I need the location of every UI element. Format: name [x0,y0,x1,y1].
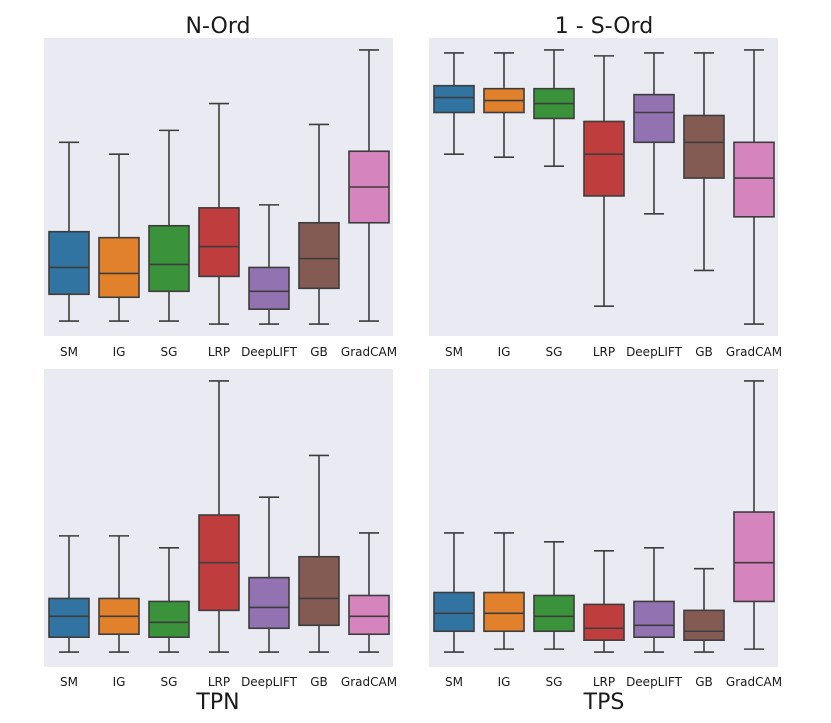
tps-tick-deeplift: DeepLIFT [626,675,683,689]
s-ord-tick-gb: GB [695,345,713,359]
panel-n-ord-title: N-Ord [186,14,251,39]
n-ord-lrp-iqr-rect [198,207,240,278]
n-ord-gb-box [298,123,340,325]
tps-gradcam-iqr-rect [733,511,775,603]
panel-tpn: SM IG SG LRP DeepLIFT GB GradCAM TPN [44,369,397,715]
tps-lrp-iqr-rect [583,603,625,641]
s-ord-gb-box [683,52,725,272]
panel-n-ord: N-Ord SM IG SG LRP DeepLIFT GB GradCAM [44,14,397,359]
s-ord-tick-sm: SM [445,345,463,359]
tps-tick-sm: SM [445,675,463,689]
tps-sg-iqr-rect [533,594,575,633]
n-ord-tick-sg: SG [161,345,178,359]
tps-lrp-box [583,549,625,653]
tpn-tick-gb: GB [310,675,328,689]
tpn-tick-ig: IG [113,675,126,689]
tpn-deeplift-iqr-rect [248,576,290,630]
tpn-ig-box [98,535,140,653]
s-ord-gradcam-iqr-rect [733,141,775,218]
tps-tick-gradcam: GradCAM [726,675,782,689]
panel-tps-marks [433,380,775,653]
s-ord-deeplift-iqr-rect [633,93,675,144]
tps-sg-box [533,541,575,650]
n-ord-ig-iqr-rect [98,236,140,299]
n-ord-ig-box [98,153,140,322]
panel-tpn-marks [48,380,390,653]
panel-tps-title: TPS [583,690,625,715]
tps-gb-iqr-rect [683,609,725,641]
panel-tpn-ticks: SM IG SG LRP DeepLIFT GB GradCAM [60,675,397,689]
tpn-gb-box [298,454,340,653]
n-ord-sg-box [148,129,190,322]
tps-ig-box [483,532,525,650]
n-ord-tick-lrp: LRP [208,345,230,359]
tps-gradcam-box [733,380,775,650]
panel-tps: SM IG SG LRP DeepLIFT GB GradCAM TPS [429,369,782,715]
s-ord-sm-iqr-rect [433,84,475,114]
n-ord-sm-iqr-rect [48,230,90,296]
s-ord-tick-gradcam: GradCAM [726,345,782,359]
n-ord-gb-iqr-rect [298,221,340,290]
panel-s-ord-marks [433,49,775,325]
panel-tpn-title: TPN [195,690,239,715]
tpn-gradcam-iqr-rect [348,594,390,636]
tpn-sm-iqr-rect [48,597,90,639]
panel-s-ord: 1 - S-Ord SM IG SG LRP DeepLIFT GB GradC… [429,14,782,359]
s-ord-ig-box [483,52,525,158]
s-ord-lrp-iqr-rect [583,120,625,197]
tps-tick-gb: GB [695,675,713,689]
n-ord-sm-box [48,141,90,322]
n-ord-tick-ig: IG [113,345,126,359]
s-ord-tick-deeplift: DeepLIFT [626,345,683,359]
n-ord-tick-deeplift: DeepLIFT [241,345,298,359]
tpn-tick-sg: SG [161,675,178,689]
s-ord-gradcam-box [733,49,775,325]
panel-n-ord-ticks: SM IG SG LRP DeepLIFT GB GradCAM [60,345,397,359]
tpn-tick-sm: SM [60,675,78,689]
s-ord-tick-lrp: LRP [593,345,615,359]
panel-s-ord-ticks: SM IG SG LRP DeepLIFT GB GradCAM [445,345,782,359]
tps-ig-iqr-rect [483,591,525,633]
tps-gb-box [683,567,725,653]
tps-tick-ig: IG [498,675,511,689]
s-ord-gb-iqr-rect [683,114,725,179]
panel-n-ord-marks [48,49,390,325]
s-ord-sg-box [533,49,575,167]
tpn-gradcam-box [348,532,390,653]
s-ord-tick-sg: SG [546,345,563,359]
panel-tps-ticks: SM IG SG LRP DeepLIFT GB GradCAM [445,675,782,689]
n-ord-sg-iqr-rect [148,224,190,293]
tpn-lrp-box [198,380,240,653]
s-ord-tick-ig: IG [498,345,511,359]
s-ord-deeplift-box [633,52,675,215]
tps-tick-sg: SG [546,675,563,689]
n-ord-lrp-box [198,102,240,325]
s-ord-sm-box [433,52,475,156]
tpn-tick-lrp: LRP [208,675,230,689]
tps-sm-box [433,532,475,653]
tpn-deeplift-box [248,496,290,653]
tpn-sg-iqr-rect [148,600,190,639]
tpn-tick-deeplift: DeepLIFT [241,675,298,689]
tps-tick-lrp: LRP [593,675,615,689]
tpn-sg-box [148,546,190,653]
tps-deeplift-box [633,546,675,653]
s-ord-lrp-box [583,55,625,308]
n-ord-gradcam-box [348,49,390,322]
n-ord-deeplift-iqr-rect [248,266,290,310]
panel-s-ord-title: 1 - S-Ord [555,14,653,39]
tpn-tick-gradcam: GradCAM [341,675,397,689]
n-ord-tick-sm: SM [60,345,78,359]
tps-sm-iqr-rect [433,591,475,633]
n-ord-deeplift-box [248,204,290,325]
n-ord-tick-gb: GB [310,345,328,359]
tpn-gb-iqr-rect [298,555,340,627]
n-ord-tick-gradcam: GradCAM [341,345,397,359]
tps-deeplift-iqr-rect [633,600,675,639]
tpn-sm-box [48,535,90,653]
